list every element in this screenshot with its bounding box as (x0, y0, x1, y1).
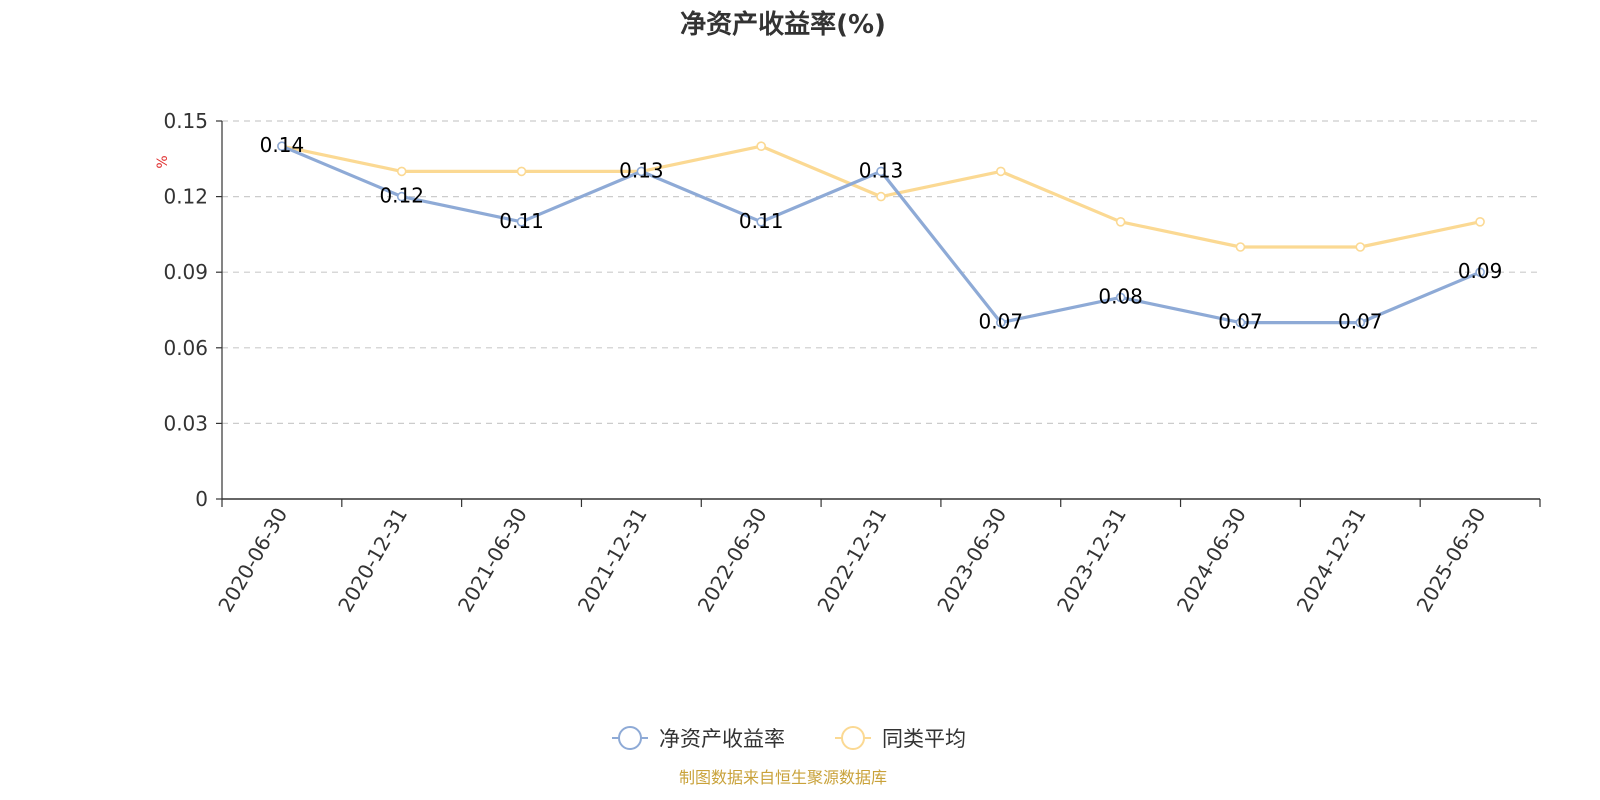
series-point-1 (1355, 242, 1366, 252)
series-point-0 (876, 166, 886, 177)
y-tick-label: 0.03 (163, 411, 208, 435)
series-point-0 (996, 317, 1006, 328)
data-label: 0.13 (619, 158, 664, 182)
y-tick-label: 0 (195, 487, 208, 511)
data-label: 0.11 (499, 209, 544, 233)
series-point-1 (516, 166, 527, 177)
data-label: 0.08 (1098, 284, 1143, 308)
data-label: 0.07 (1218, 310, 1263, 334)
x-tick-label: 2021-06-30 (453, 504, 532, 617)
series-point-1 (876, 191, 886, 202)
data-label: 0.11 (739, 209, 784, 233)
chart-title: 净资产收益率(%) (680, 10, 886, 40)
data-label: 0.07 (979, 310, 1024, 334)
x-tick-label: 2021-12-31 (573, 504, 652, 617)
data-label: 0.14 (260, 133, 305, 157)
series-point-0 (277, 141, 287, 151)
y-tick-label: 0.12 (163, 185, 208, 209)
data-label: 0.13 (859, 158, 904, 182)
series-point-1 (996, 166, 1006, 177)
series-point-0 (1475, 267, 1485, 278)
series-point-0 (516, 217, 527, 227)
series-point-1 (1475, 217, 1485, 227)
x-tick-label: 2024-12-31 (1292, 504, 1371, 617)
legend-label: 净资产收益率 (659, 727, 785, 751)
legend-marker (618, 726, 642, 750)
series-point-1 (1235, 242, 1246, 252)
y-tick-label: 0.09 (163, 260, 208, 284)
x-tick-label: 2020-12-31 (333, 504, 412, 617)
series-point-1 (396, 166, 407, 177)
data-label: 0.12 (379, 184, 424, 208)
x-tick-label: 2023-06-30 (932, 504, 1011, 617)
data-label: 0.09 (1458, 259, 1503, 283)
series-point-0 (1235, 317, 1246, 328)
y-axis-label: % (155, 155, 171, 168)
series-point-1 (756, 141, 766, 151)
legend-label: 同类平均 (882, 727, 966, 751)
x-tick-label: 2025-06-30 (1412, 504, 1491, 617)
series-point-0 (396, 191, 407, 202)
series-point-1 (1115, 217, 1126, 227)
legend-marker (841, 726, 865, 750)
x-tick-label: 2024-06-30 (1172, 504, 1251, 617)
x-tick-label: 2020-06-30 (213, 504, 292, 617)
source-note: 制图数据来自恒生聚源数据库 (678, 768, 887, 787)
series-point-0 (1355, 317, 1366, 328)
y-tick-label: 0.06 (163, 336, 208, 360)
series-point-0 (1115, 292, 1126, 303)
series-point-0 (636, 166, 647, 177)
y-tick-label: 0.15 (163, 109, 208, 133)
x-tick-label: 2023-12-31 (1052, 504, 1131, 617)
data-label: 0.07 (1338, 310, 1383, 334)
series-point-0 (756, 217, 766, 227)
x-tick-label: 2022-12-31 (812, 504, 891, 617)
x-tick-label: 2022-06-30 (693, 504, 772, 617)
